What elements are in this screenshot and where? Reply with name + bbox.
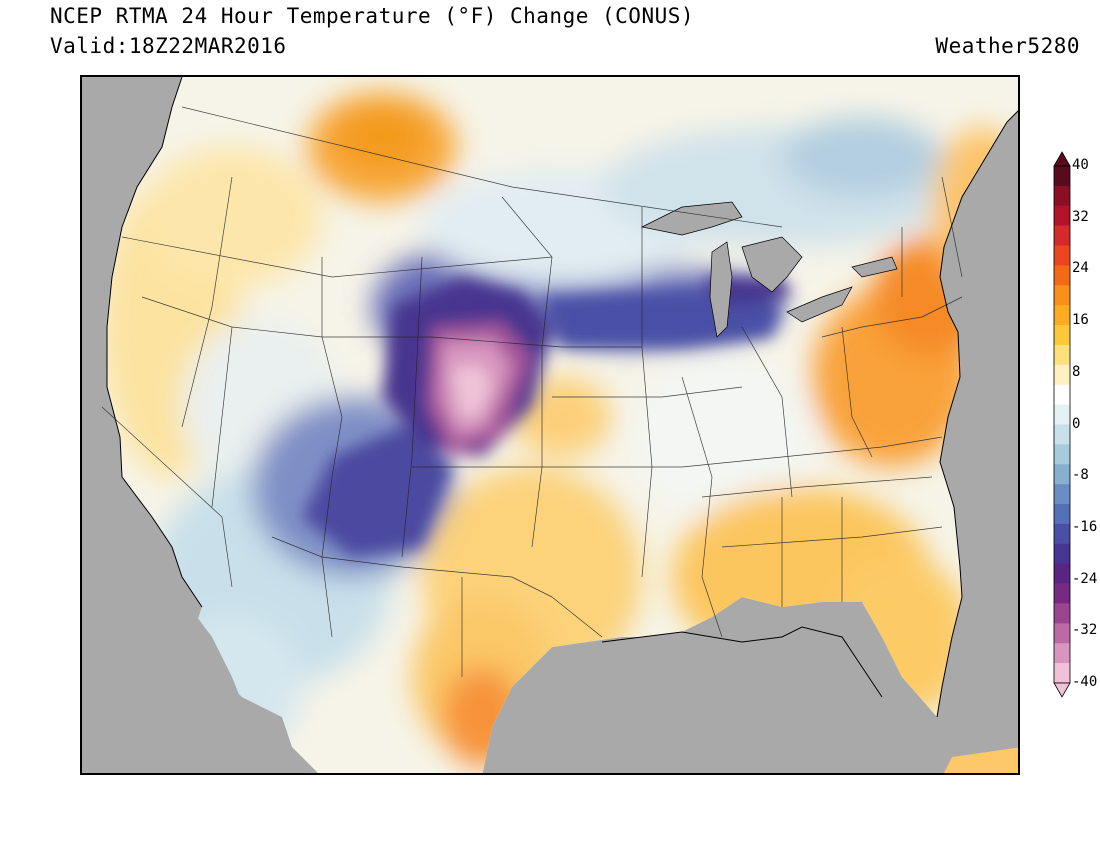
- colorbar-segment: [1054, 504, 1070, 525]
- coastlines: [106, 77, 1018, 718]
- colorbar-tick-label: 24: [1072, 260, 1089, 277]
- colorbar-upper-arrow: [1053, 151, 1071, 167]
- colorbar-segment: [1054, 245, 1070, 266]
- source-credit: Weather5280: [935, 34, 1080, 58]
- colorbar-segment: [1054, 663, 1070, 684]
- colorbar-segment: [1054, 305, 1070, 326]
- colorbar-segment: [1054, 444, 1070, 465]
- lake-huron: [741, 236, 803, 293]
- colorbar-segment: [1054, 166, 1070, 187]
- colorbar-segment: [1054, 543, 1070, 564]
- colorbar-segment: [1054, 484, 1070, 505]
- colorbar-segment: [1054, 225, 1070, 246]
- colorbar-segment: [1054, 623, 1070, 644]
- gulf-of-california: [177, 597, 252, 737]
- lake-superior: [640, 201, 743, 236]
- temperature-change-map: [80, 75, 1020, 775]
- land-field: [82, 77, 1018, 773]
- colorbar-tick-label: -32: [1072, 622, 1098, 639]
- colorbar: 40 32 24 16 8 0 -8 -16 -24 -32 -40: [1052, 151, 1100, 698]
- great-lakes: [640, 201, 898, 338]
- chart-title: NCEP RTMA 24 Hour Temperature (°F) Chang…: [50, 4, 695, 28]
- colorbar-tick-label: -16: [1072, 518, 1098, 535]
- colorbar-tick-label: -40: [1072, 674, 1098, 690]
- yucatan-area: [944, 747, 1018, 773]
- colorbar-lower-arrow: [1053, 682, 1071, 698]
- colorbar-tick-label: 8: [1072, 363, 1081, 380]
- colorbar-segment: [1054, 464, 1070, 485]
- colorbar-tick-label: 16: [1072, 312, 1089, 329]
- colorbar-segment: [1054, 325, 1070, 346]
- colorbar-tick-label: -24: [1072, 570, 1098, 587]
- colorbar-tick-label: 40: [1072, 157, 1089, 173]
- colorbar-tick-label: 0: [1072, 415, 1081, 432]
- lake-erie: [786, 286, 853, 323]
- colorbar-tick-label: 32: [1072, 208, 1089, 225]
- valid-time: Valid:18Z22MAR2016: [50, 34, 287, 58]
- colorbar-segment: [1054, 583, 1070, 604]
- colorbar-segment: [1054, 384, 1070, 405]
- colorbar-segment: [1054, 364, 1070, 386]
- colorbar-segment: [1054, 285, 1070, 306]
- colorbar-segment: [1054, 643, 1070, 664]
- lake-michigan: [709, 241, 733, 338]
- colorbar-scale: [1053, 151, 1071, 698]
- colorbar-tick-label: -8: [1072, 467, 1089, 484]
- colorbar-segment: [1054, 404, 1070, 425]
- colorbar-segment: [1054, 344, 1070, 366]
- gulf-of-mexico: [513, 627, 882, 773]
- colorbar-segment: [1054, 603, 1070, 624]
- colorbar-segment: [1054, 424, 1070, 445]
- colorbar-segment: [1054, 523, 1070, 545]
- colorbar-segment: [1054, 185, 1070, 207]
- lake-ontario: [851, 256, 898, 278]
- map-canvas: [82, 77, 1018, 773]
- colorbar-segment: [1054, 205, 1070, 226]
- state-borders: [101, 106, 963, 677]
- colorbar-segment: [1054, 563, 1070, 584]
- colorbar-segment: [1054, 265, 1070, 286]
